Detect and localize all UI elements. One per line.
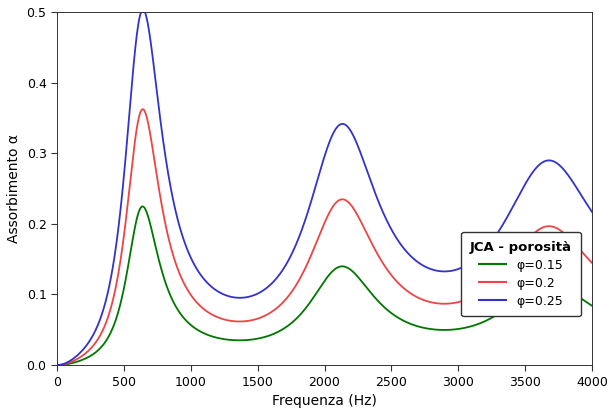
φ=0.25 — [589, 210, 596, 215]
φ=0.15 — [370, 294, 378, 299]
φ=0.15 — [54, 363, 61, 368]
φ=0.25 — [450, 268, 458, 273]
φ=0.25 — [81, 346, 88, 351]
φ=0.25 — [247, 294, 255, 299]
Legend: φ=0.15, φ=0.2, φ=0.25: φ=0.15, φ=0.2, φ=0.25 — [461, 232, 581, 317]
Line: φ=0.15: φ=0.15 — [57, 206, 592, 365]
φ=0.25 — [370, 187, 378, 192]
φ=0.15 — [139, 204, 146, 209]
φ=0.15 — [394, 315, 401, 320]
φ=0.2 — [139, 107, 146, 112]
φ=0.15 — [450, 327, 458, 332]
φ=0.2 — [54, 363, 61, 368]
φ=0.25 — [54, 363, 61, 368]
φ=0.25 — [394, 237, 401, 242]
φ=0.15 — [81, 356, 88, 361]
Line: φ=0.25: φ=0.25 — [57, 10, 592, 365]
φ=0.25 — [139, 7, 146, 12]
φ=0.25 — [478, 250, 486, 255]
X-axis label: Frequenza (Hz): Frequenza (Hz) — [272, 394, 377, 408]
φ=0.15 — [589, 303, 596, 308]
φ=0.15 — [478, 320, 486, 325]
φ=0.2 — [478, 288, 486, 293]
Y-axis label: Assorbimento α: Assorbimento α — [7, 134, 21, 243]
φ=0.2 — [394, 279, 401, 284]
Line: φ=0.2: φ=0.2 — [57, 109, 592, 365]
φ=0.2 — [450, 300, 458, 305]
φ=0.2 — [247, 318, 255, 323]
φ=0.2 — [589, 261, 596, 266]
φ=0.15 — [247, 337, 255, 342]
φ=0.2 — [370, 245, 378, 250]
φ=0.2 — [81, 352, 88, 357]
